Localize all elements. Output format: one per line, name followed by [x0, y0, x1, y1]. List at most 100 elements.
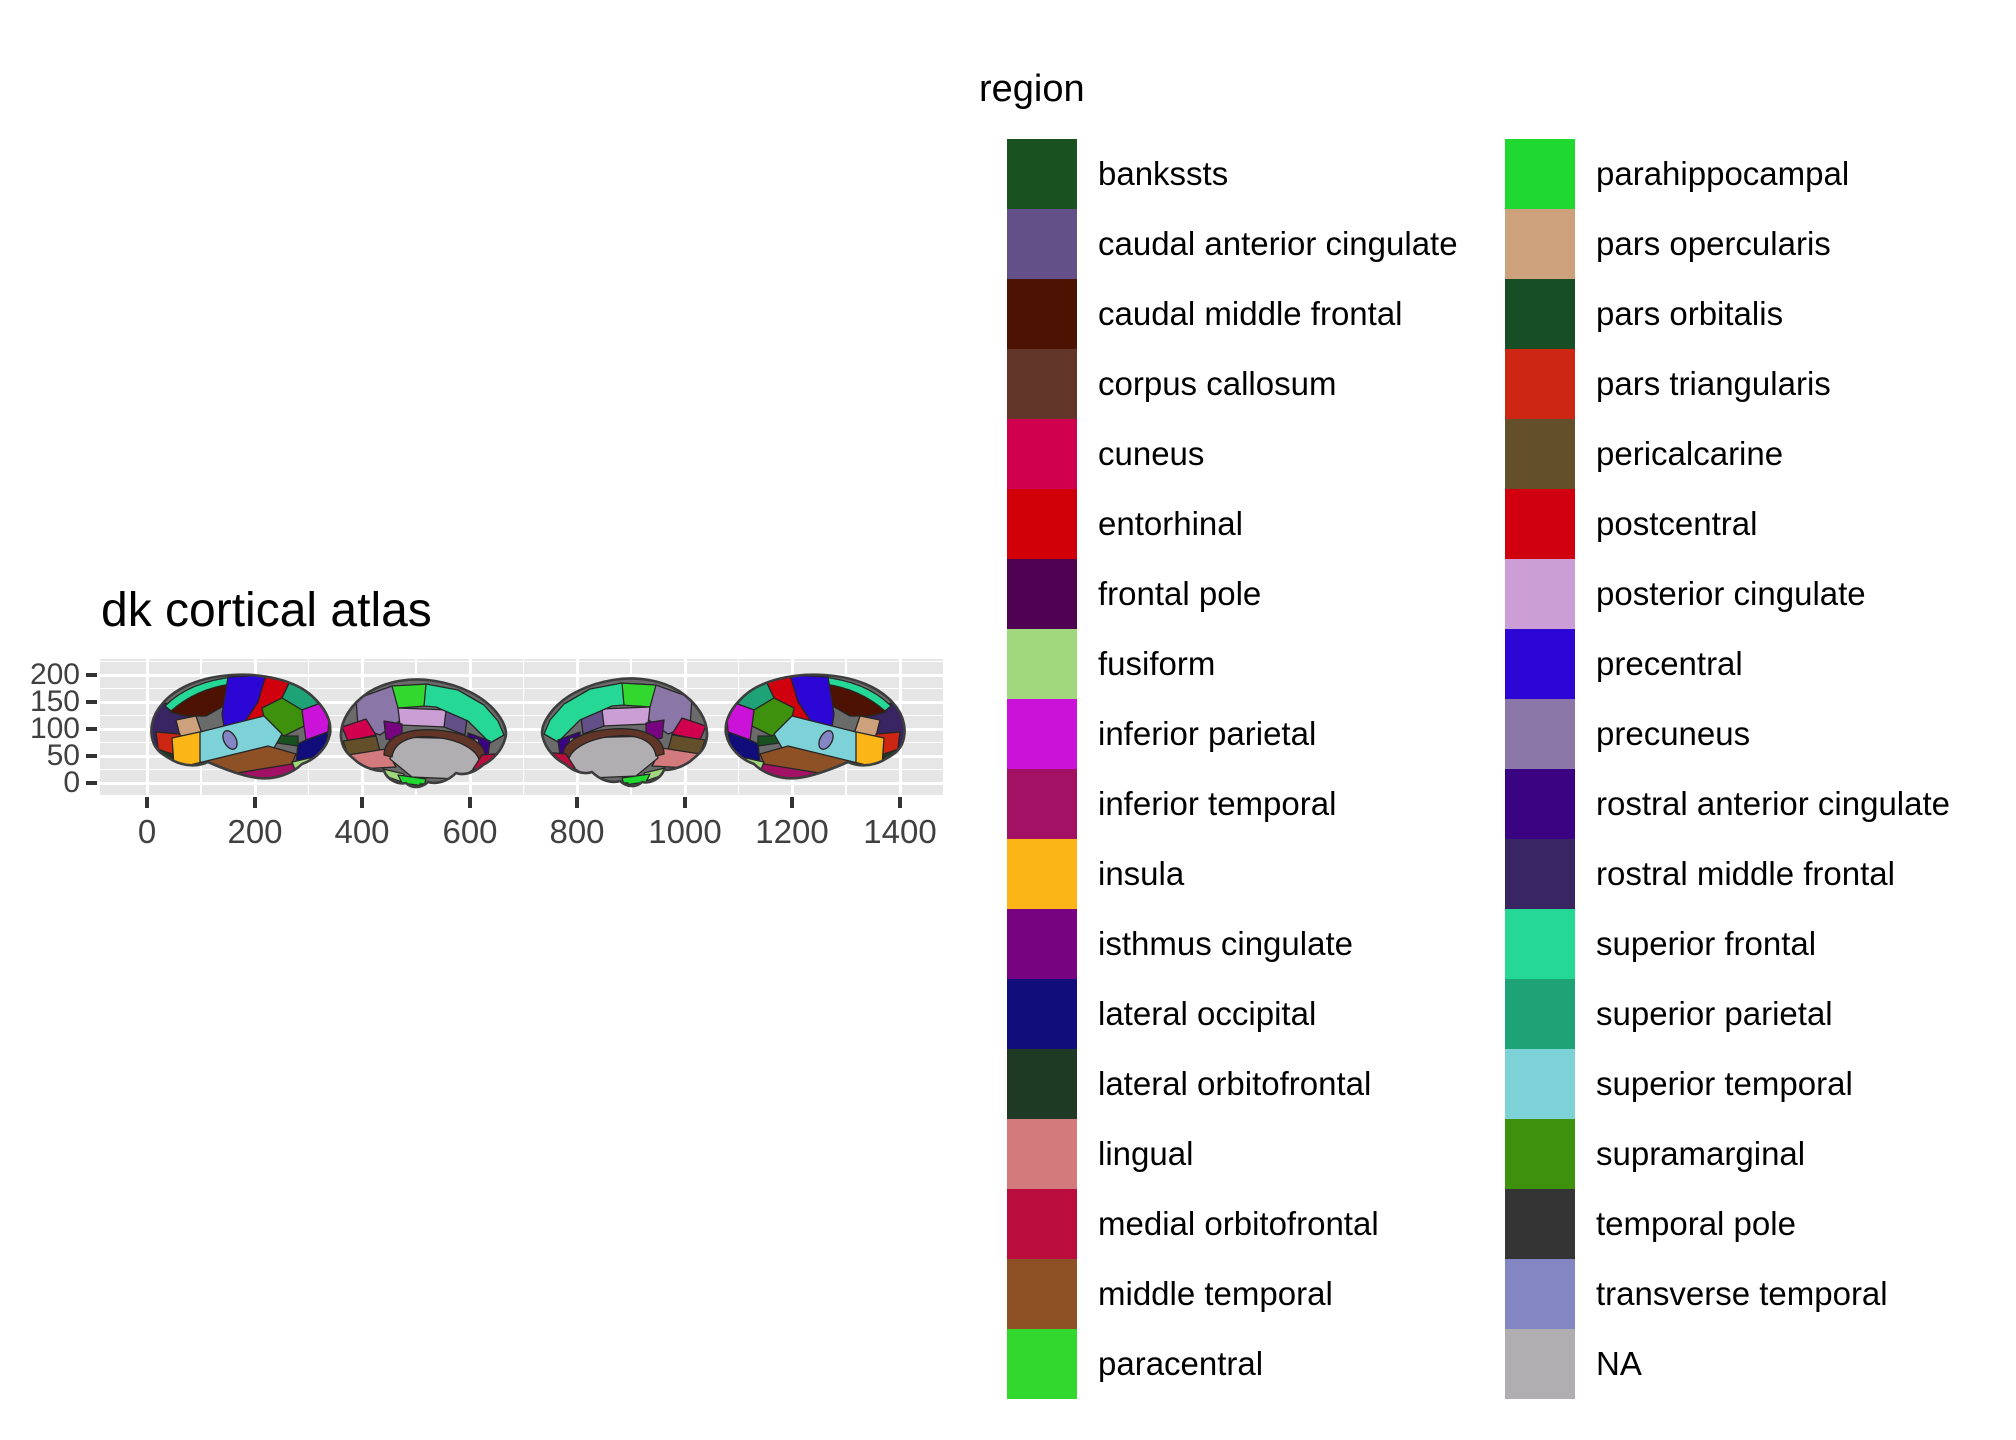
x-axis-label: 400 [334, 813, 390, 850]
x-axis-label: 1000 [648, 813, 722, 850]
legend-item: rostral anterior cingulate [1505, 769, 1950, 839]
legend-label: pars triangularis [1596, 365, 1831, 402]
legend-item: superior parietal [1505, 979, 1950, 1049]
gridline-horizontal [100, 741, 943, 744]
x-axis-label: 1400 [863, 813, 937, 850]
legend-swatch [1007, 1329, 1077, 1399]
legend-label: isthmus cingulate [1098, 925, 1353, 962]
legend-item: lateral occipital [1007, 979, 1458, 1049]
legend-item: medial orbitofrontal [1007, 1189, 1458, 1259]
x-axis-tick [790, 797, 794, 808]
x-axis-tick [253, 797, 257, 808]
legend-label: pars opercularis [1596, 225, 1831, 262]
legend-item: entorhinal [1007, 489, 1458, 559]
legend-label: pars orbitalis [1596, 295, 1784, 332]
legend-label: precentral [1596, 645, 1743, 682]
plot-title: dk cortical atlas [101, 584, 432, 637]
gridline-horizontal [100, 687, 943, 690]
legend-swatch [1505, 349, 1575, 419]
legend-item: temporal pole [1505, 1189, 1950, 1259]
legend-swatch [1007, 629, 1077, 699]
legend-item: lateral orbitofrontal [1007, 1049, 1458, 1119]
gridline-horizontal [100, 727, 943, 731]
legend-swatch [1505, 279, 1575, 349]
y-axis-label: 100 [29, 712, 80, 745]
legend-swatch [1505, 839, 1575, 909]
x-axis-tick [575, 797, 579, 808]
legend-label: caudal anterior cingulate [1098, 225, 1458, 262]
legend-swatch [1007, 279, 1077, 349]
legend-swatch [1007, 559, 1077, 629]
legend-swatch [1505, 1189, 1575, 1259]
legend-item: superior frontal [1505, 909, 1950, 979]
gridline-horizontal [100, 660, 943, 663]
x-axis-label: 800 [549, 813, 605, 850]
legend-swatch [1505, 1329, 1575, 1399]
legend-item: rostral middle frontal [1505, 839, 1950, 909]
legend-label: postcentral [1596, 505, 1758, 542]
y-axis-label: 150 [29, 685, 80, 718]
legend-item: inferior parietal [1007, 699, 1458, 769]
gridline-vertical [145, 659, 149, 795]
legend-swatch [1505, 139, 1575, 209]
legend-title: region [979, 68, 1085, 110]
legend-label: inferior parietal [1098, 715, 1317, 752]
legend-label: pericalcarine [1596, 435, 1784, 472]
gridline-horizontal [100, 754, 943, 758]
legend-item: superior temporal [1505, 1049, 1950, 1119]
brain-medial-right [540, 678, 708, 788]
legend-label: posterior cingulate [1596, 575, 1866, 612]
brain-medial-left [340, 679, 508, 789]
legend-label: supramarginal [1596, 1135, 1806, 1172]
legend-swatch [1505, 1259, 1575, 1329]
legend-label: superior parietal [1596, 995, 1833, 1032]
legend-label: paracentral [1098, 1345, 1264, 1382]
legend-item: middle temporal [1007, 1259, 1458, 1329]
legend-swatch [1007, 1259, 1077, 1329]
legend-item: postcentral [1505, 489, 1950, 559]
legend-item: fusiform [1007, 629, 1458, 699]
legend-column-1: bankssts caudal anterior cingulate caudal … [1007, 139, 1458, 1399]
legend-label: superior frontal [1596, 925, 1817, 962]
legend-label: superior temporal [1596, 1065, 1853, 1102]
x-axis-tick [683, 797, 687, 808]
legend-swatch [1007, 979, 1077, 1049]
legend-swatch [1505, 629, 1575, 699]
legend-label: entorhinal [1098, 505, 1243, 542]
legend-item: pars opercularis [1505, 209, 1950, 279]
legend-label: NA [1596, 1345, 1642, 1382]
legend-swatch [1505, 1119, 1575, 1189]
legend-item: posterior cingulate [1505, 559, 1950, 629]
x-axis-tick [898, 797, 902, 808]
legend-swatch [1505, 209, 1575, 279]
legend-swatch [1505, 979, 1575, 1049]
gridline-horizontal [100, 781, 943, 785]
legend-item: inferior temporal [1007, 769, 1458, 839]
legend-item: cuneus [1007, 419, 1458, 489]
x-axis-label: 0 [137, 813, 157, 850]
legend-item: transverse temporal [1505, 1259, 1950, 1329]
legend-item: precuneus [1505, 699, 1950, 769]
legend-item: insula [1007, 839, 1458, 909]
legend-label: rostral middle frontal [1596, 855, 1895, 892]
y-axis-tick [86, 754, 97, 758]
legend-swatch [1007, 489, 1077, 559]
legend-item: pars orbitalis [1505, 279, 1950, 349]
y-axis-label: 50 [46, 739, 80, 772]
legend-label: lateral orbitofrontal [1098, 1065, 1372, 1102]
legend-swatch [1505, 769, 1575, 839]
x-axis-label: 600 [442, 813, 498, 850]
legend-label: middle temporal [1098, 1275, 1333, 1312]
legend-swatch [1505, 909, 1575, 979]
legend-swatch [1007, 769, 1077, 839]
gridline-horizontal [100, 714, 943, 717]
y-axis-label: 200 [29, 658, 80, 691]
legend-swatch [1007, 1189, 1077, 1259]
gridline-horizontal [100, 700, 943, 704]
legend-label: transverse temporal [1596, 1275, 1888, 1312]
legend-swatch [1007, 1049, 1077, 1119]
legend-item: pericalcarine [1505, 419, 1950, 489]
legend-swatch [1007, 1119, 1077, 1189]
gridline-horizontal [100, 768, 943, 771]
